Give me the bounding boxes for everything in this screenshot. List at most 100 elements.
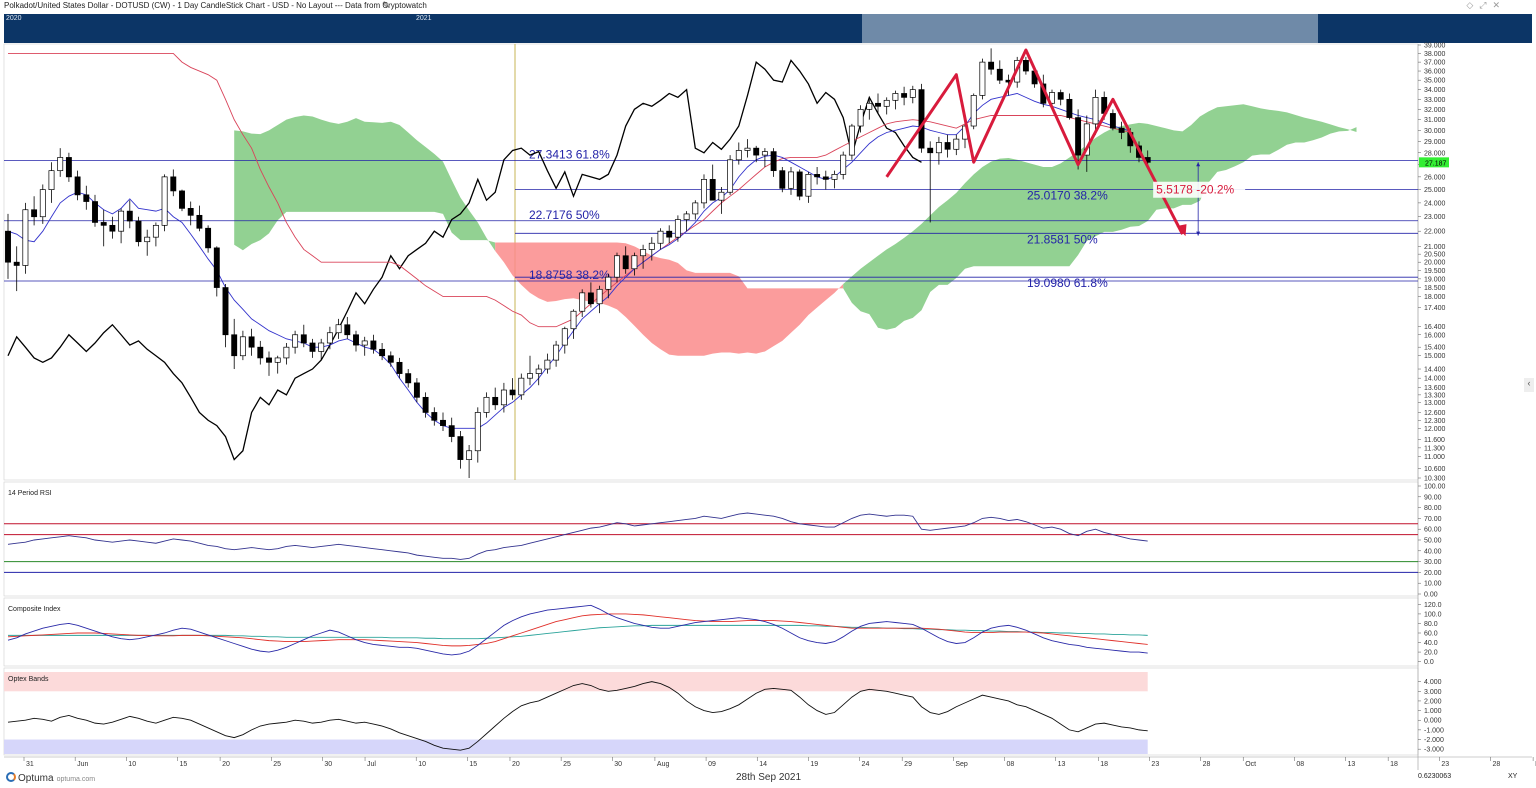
candle-body: [579, 292, 586, 312]
candle: [814, 167, 821, 185]
candle-body: [666, 230, 673, 238]
candle-body: [544, 359, 551, 370]
candle: [431, 407, 438, 426]
candle: [379, 342, 386, 361]
price-tick-label: 38.000: [1424, 51, 1446, 58]
candle: [648, 237, 655, 261]
candle: [614, 252, 620, 283]
candle: [48, 162, 55, 203]
candle: [248, 328, 255, 356]
price-tick-label: 32.000: [1424, 107, 1446, 114]
candle-body: [674, 219, 681, 238]
candle: [257, 340, 264, 365]
candle-body: [361, 340, 368, 346]
candle-body: [640, 249, 647, 257]
price-tick-label: 17.400: [1424, 305, 1446, 312]
candle: [500, 382, 507, 413]
price-tick-label: 20.000: [1424, 260, 1446, 267]
projection-label: 5.5178 -20.2%: [1156, 183, 1234, 197]
chikou-span-line: [7, 59, 922, 461]
edit-pencil-icon[interactable]: ✎: [382, 0, 390, 10]
candle-body: [761, 151, 768, 156]
price-tick-label: 19.500: [1424, 268, 1446, 275]
tenkan-sen-line: [7, 92, 1131, 429]
price-tick-label: 21.000: [1424, 244, 1446, 251]
candle: [866, 99, 873, 120]
x-tick-label: 25: [563, 761, 571, 768]
composite-fast-average-line: [7, 613, 1148, 647]
navigator-window[interactable]: [862, 14, 1318, 43]
candle-body: [953, 138, 960, 150]
candle-body: [239, 336, 246, 357]
candle-body: [370, 340, 377, 350]
panel-tick-label: 0.0: [1424, 659, 1434, 666]
candle: [840, 151, 847, 180]
candle-body: [187, 208, 194, 216]
price-tick-label: 11.300: [1424, 445, 1445, 452]
pane-frame-0: [3, 43, 1419, 481]
price-tick-label: 33.000: [1424, 97, 1446, 104]
candle-body: [831, 174, 838, 180]
composite-index-line: [7, 604, 1148, 656]
candle-body: [587, 292, 594, 305]
candle: [57, 148, 64, 177]
price-tick-label: 24.000: [1424, 200, 1446, 207]
candle-body: [483, 396, 490, 413]
collapse-panel-icon[interactable]: ‹: [1524, 378, 1534, 392]
price-tick-label: 18.500: [1424, 285, 1446, 292]
x-tick-label: 19: [810, 761, 818, 768]
panel-tick-label: -1.000: [1424, 727, 1444, 734]
panel-tick-label: 20.0: [1424, 650, 1438, 657]
x-tick-label: 30: [614, 761, 622, 768]
candle-body: [918, 89, 925, 149]
panel-tick-label: 40.0: [1424, 640, 1438, 647]
candle-body: [596, 288, 603, 305]
candle-body: [883, 99, 890, 107]
candle-body: [770, 151, 777, 172]
candle-body: [822, 176, 829, 180]
candle: [622, 246, 629, 274]
candle: [309, 338, 316, 358]
panel-tick-label: 100.00: [1424, 484, 1446, 491]
window-controls-icon[interactable]: ◇⤢✕: [1466, 0, 1506, 10]
candle-body: [614, 255, 620, 278]
candle: [761, 148, 768, 168]
projection-label-bg: [1153, 181, 1246, 198]
candle: [266, 351, 272, 376]
optex-line: [7, 681, 1148, 751]
x-tick-label: 18: [1390, 761, 1398, 768]
panel-tick-label: 60.0: [1424, 631, 1438, 638]
panel-title-comp: Composite Index: [8, 606, 61, 613]
candle-body: [788, 171, 794, 189]
x-tick-label: 10: [418, 761, 426, 768]
candle-body: [692, 202, 699, 215]
candle: [570, 309, 577, 339]
candle: [396, 357, 403, 379]
candle: [31, 196, 38, 226]
candle: [666, 225, 673, 244]
x-tick-label: Sep: [955, 761, 968, 768]
x-tick-label: 09: [708, 761, 716, 768]
candle: [927, 141, 934, 223]
candle-body: [248, 336, 255, 348]
candle-body: [901, 93, 908, 98]
xy-toggle[interactable]: XY: [1508, 773, 1518, 780]
candle: [883, 97, 890, 115]
candle-body: [735, 150, 742, 161]
optuma-logo-icon: [6, 772, 16, 782]
candle-body: [196, 214, 203, 229]
x-tick-label: 14: [759, 761, 767, 768]
candle-body: [118, 210, 125, 232]
candle-body: [875, 102, 881, 107]
candle-body: [1049, 92, 1055, 104]
candle: [205, 225, 212, 253]
candle-body: [39, 189, 46, 218]
candle-body: [535, 368, 542, 374]
x-tick-label: 13: [1348, 761, 1356, 768]
candle-body: [857, 108, 864, 127]
candle-body: [988, 61, 995, 70]
candle: [413, 378, 420, 403]
candle: [979, 58, 986, 100]
candle-body: [553, 344, 560, 361]
